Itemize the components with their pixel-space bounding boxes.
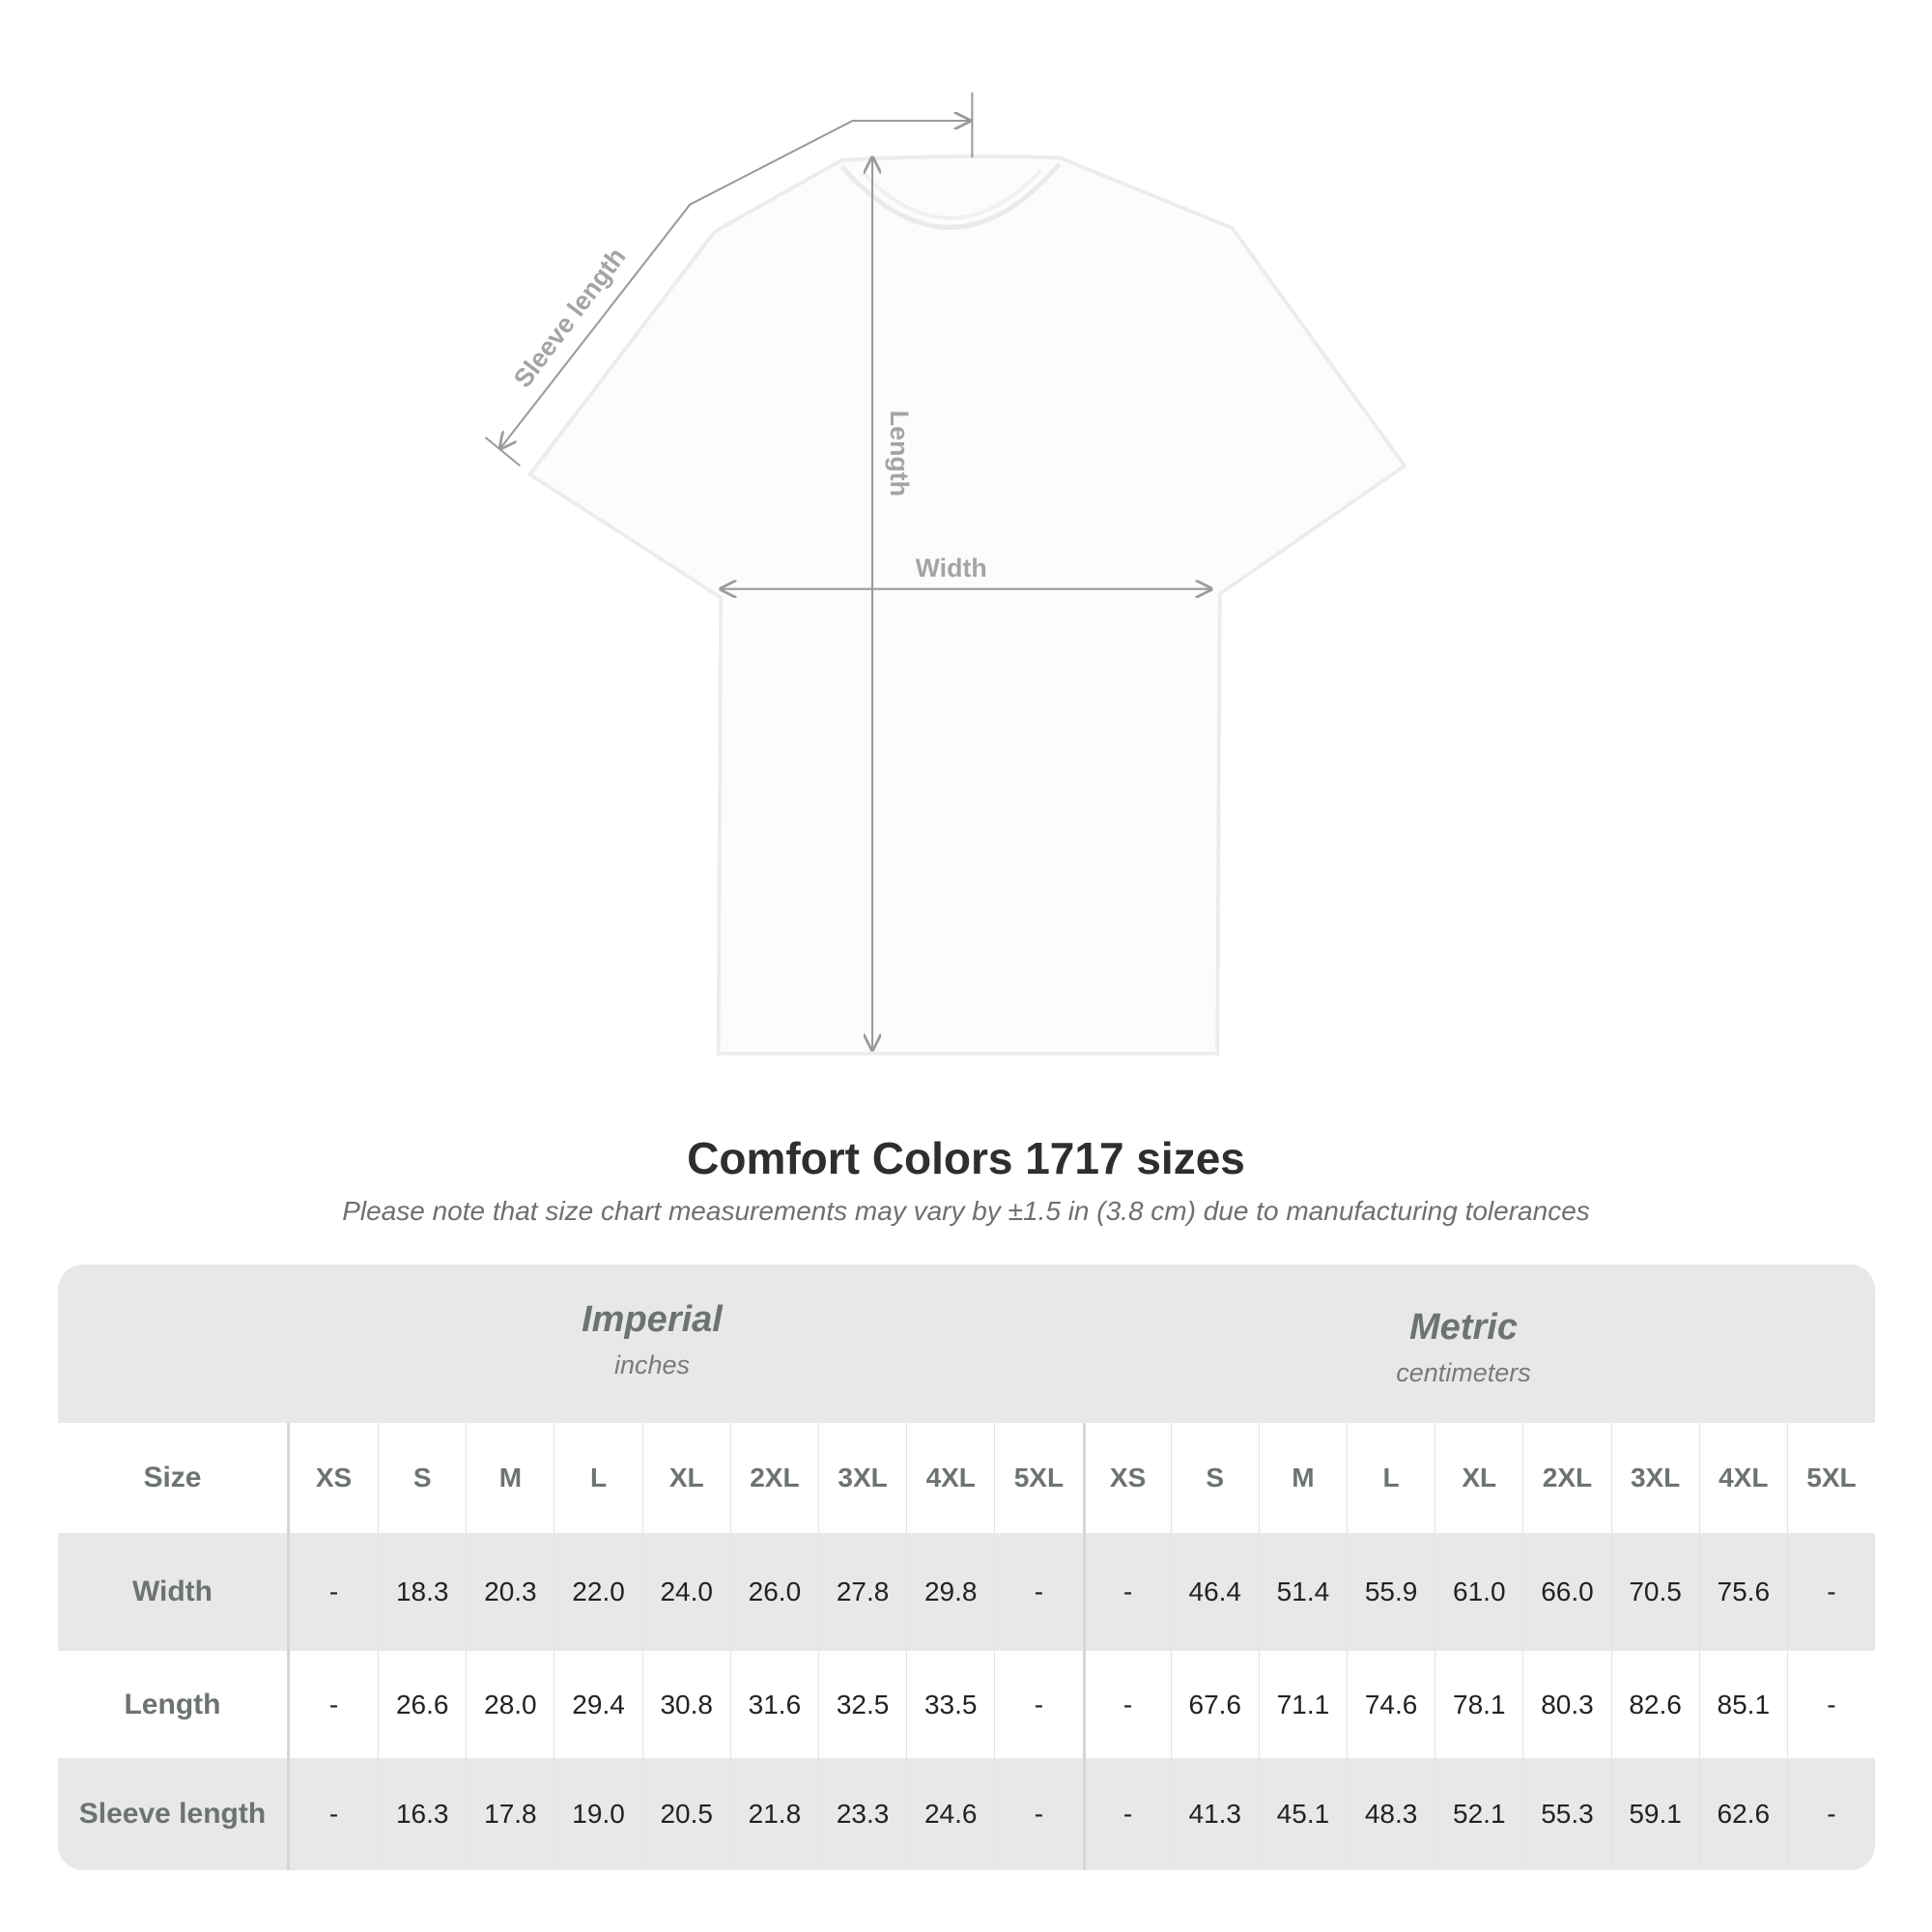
imperial-size-header: 5XL [994, 1423, 1082, 1533]
tolerance-note: Please note that size chart measurements… [342, 1196, 1590, 1226]
metric-header: Metric centimeters [1174, 1307, 1753, 1388]
metric-value-cell: 45.1 [1258, 1758, 1347, 1870]
metric-value-cell: 59.1 [1610, 1758, 1699, 1870]
imperial-value-cell: 16.3 [378, 1758, 466, 1870]
imperial-value-cell: 31.6 [729, 1651, 818, 1758]
sleeve-length-line [500, 121, 970, 448]
metric-size-header: 3XL [1610, 1423, 1699, 1533]
table-header-band [58, 1264, 1875, 1423]
imperial-size-header: 4XL [906, 1423, 994, 1533]
imperial-size-header: XS [315, 1463, 353, 1492]
table-row: Length -26.6 28.0 29.4 30.8 31.6 32.5 33.5- -67.… [58, 1651, 1875, 1758]
imperial-value-cell: 21.8 [729, 1758, 818, 1870]
imperial-value-cell: - [994, 1651, 1082, 1758]
imperial-value-cell: 33.5 [906, 1651, 994, 1758]
size-table: Imperial inches Metric centimeters Size X… [58, 1264, 1875, 1870]
length-label: Length [885, 411, 914, 497]
imperial-size-header: L [554, 1423, 641, 1533]
imperial-value-cell: - [328, 1689, 339, 1719]
size-header-row: Size XS S M L XL 2XL 3XL 4XL 5XL XS S M L XL 2XL 3XL 4XL 5… [58, 1423, 1875, 1533]
metric-value-cell: 61.0 [1435, 1533, 1522, 1651]
imperial-value-cell: 26.0 [729, 1533, 818, 1651]
sleeve-tick-bottom [484, 437, 521, 467]
imperial-value-cell: - [994, 1758, 1082, 1870]
imperial-value-cell: 19.0 [554, 1758, 641, 1870]
metric-value-cell: 41.3 [1170, 1758, 1259, 1870]
metric-size-header: L [1347, 1423, 1435, 1533]
metric-value-cell: 74.6 [1347, 1651, 1435, 1758]
metric-value-cell: 55.9 [1347, 1533, 1435, 1651]
metric-size-header: XS [1082, 1423, 1171, 1533]
imperial-value-cell: 26.6 [378, 1651, 466, 1758]
imperial-value-cell: 28.0 [466, 1651, 554, 1758]
tshirt-image [526, 154, 1407, 1056]
imperial-title: Imperial [582, 1299, 723, 1340]
metric-value-cell: 71.1 [1258, 1651, 1347, 1758]
metric-value-cell: - [1786, 1758, 1875, 1870]
imperial-value-cell: 22.0 [554, 1533, 641, 1651]
imperial-value-cell: 24.0 [641, 1533, 730, 1651]
width-label: Width [916, 554, 987, 582]
page-title: Comfort Colors 1717 sizes [687, 1133, 1245, 1183]
imperial-value-cell: - [328, 1799, 339, 1829]
imperial-value-cell: 18.3 [378, 1533, 466, 1651]
imperial-value-cell: 32.5 [817, 1651, 906, 1758]
metric-title: Metric [1409, 1307, 1518, 1348]
imperial-value-cell: 29.8 [906, 1533, 994, 1651]
table-row: Sleeve length - 16.3 17.8 19.0 20.5 21.8 23.3 24… [58, 1758, 1875, 1870]
metric-size-header: S [1170, 1423, 1259, 1533]
metric-value-cell: 52.1 [1435, 1758, 1522, 1870]
row-label: Width [58, 1533, 290, 1651]
metric-value-cell: - [1082, 1533, 1171, 1651]
imperial-unit: inches [613, 1350, 691, 1379]
metric-value-cell: 46.4 [1170, 1533, 1259, 1651]
imperial-value-cell: - [328, 1577, 339, 1606]
metric-value-cell: 78.1 [1435, 1651, 1522, 1758]
imperial-value-cell: 29.4 [554, 1651, 641, 1758]
metric-value-cell: - [1786, 1533, 1875, 1651]
imperial-value-cell: 30.8 [641, 1651, 730, 1758]
metric-value-cell: 80.3 [1522, 1651, 1610, 1758]
metric-value-cell: 85.1 [1698, 1651, 1787, 1758]
imperial-size-header: S [378, 1423, 466, 1533]
metric-size-header: XL [1435, 1423, 1522, 1533]
metric-value-cell: 70.5 [1610, 1533, 1699, 1651]
imperial-size-header: XL [641, 1423, 730, 1533]
metric-value-cell: 48.3 [1347, 1758, 1435, 1870]
imperial-value-cell: 20.3 [466, 1533, 554, 1651]
metric-value-cell: 55.3 [1522, 1758, 1610, 1870]
imperial-value-cell: 17.8 [466, 1758, 554, 1870]
metric-unit: centimeters [1396, 1358, 1531, 1387]
metric-value-cell: 82.6 [1610, 1651, 1699, 1758]
imperial-value-cell: 23.3 [817, 1758, 906, 1870]
metric-size-header: 5XL [1786, 1423, 1875, 1533]
row-label: Sleeve length [58, 1758, 290, 1870]
metric-size-header: 4XL [1698, 1423, 1787, 1533]
metric-size-header: M [1258, 1423, 1347, 1533]
metric-value-cell: 51.4 [1258, 1533, 1347, 1651]
imperial-value-cell: - [994, 1533, 1082, 1651]
imperial-value-cell: 24.6 [906, 1758, 994, 1870]
imperial-size-header: M [466, 1423, 554, 1533]
metric-value-cell: 66.0 [1522, 1533, 1610, 1651]
metric-size-header: 2XL [1522, 1423, 1610, 1533]
metric-value-cell: 67.6 [1170, 1651, 1259, 1758]
metric-value-cell: 62.6 [1698, 1758, 1787, 1870]
metric-value-cell: - [1082, 1651, 1171, 1758]
imperial-size-header: 3XL [817, 1423, 906, 1533]
metric-value-cell: - [1082, 1758, 1171, 1870]
imperial-header: Imperial inches [362, 1299, 942, 1380]
size-label: Size [58, 1423, 290, 1533]
row-label: Length [58, 1651, 290, 1758]
metric-value-cell: 75.6 [1698, 1533, 1787, 1651]
imperial-value-cell: 20.5 [641, 1758, 730, 1870]
imperial-size-header: 2XL [729, 1423, 818, 1533]
imperial-value-cell: 27.8 [817, 1533, 906, 1651]
metric-value-cell: - [1786, 1651, 1875, 1758]
table-row: Width -18.3 20.3 22.0 24.0 26.0 27.8 29.8- -46.4… [58, 1533, 1875, 1651]
